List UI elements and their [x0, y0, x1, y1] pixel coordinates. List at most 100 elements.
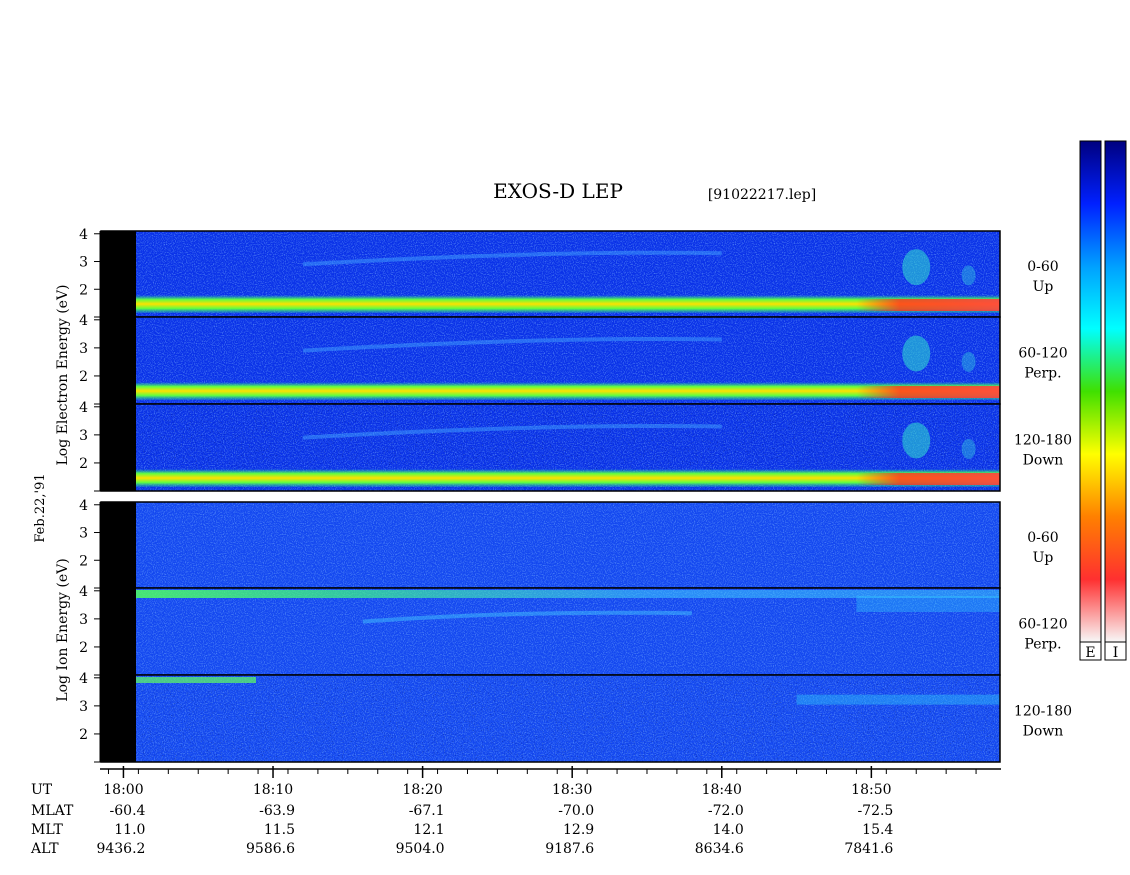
colorbar-label-box [1104, 641, 1127, 661]
ephemeris-value: -63.9 [259, 803, 295, 819]
faint-band [302, 336, 722, 353]
panel-frame [100, 674, 1001, 763]
ion-broad-band [856, 596, 1000, 612]
y-tick-label: 2 [79, 456, 88, 472]
ion-beam-line [136, 677, 256, 683]
y-tick-label: 3 [79, 612, 88, 628]
electron-energy-label: Log Electron Energy (eV) [55, 284, 71, 465]
ephemeris-value: 8634.6 [695, 841, 744, 857]
faint-band [302, 250, 722, 267]
pitch-angle-direction: Up [1033, 279, 1054, 295]
y-tick-label: 4 [79, 227, 88, 243]
y-tick-label: 2 [79, 640, 88, 656]
ion-panel-1 [100, 501, 1001, 589]
pitch-angle-direction: Down [1023, 453, 1064, 469]
y-tick-label: 2 [79, 282, 88, 298]
time-tick-label: 18:20 [402, 782, 442, 798]
pitch-angle-direction: Perp. [1024, 637, 1061, 653]
ephemeris-value: 11.0 [114, 822, 145, 838]
y-tick-label: 3 [79, 255, 88, 271]
data-gap [101, 675, 136, 762]
time-tick-label: 18:30 [552, 782, 592, 798]
y-tick-label: 3 [79, 699, 88, 715]
ephemeris-label: MLT [31, 822, 63, 838]
colorbar-i [1104, 140, 1127, 643]
colorbar-label-box [1079, 641, 1102, 661]
electron-panel-2 [100, 316, 1001, 405]
beam-intensification [856, 386, 1000, 398]
enhancement-blob [902, 249, 931, 286]
pitch-angle-labels: 0-60 Up 60-120 Perp. 120-180 Down 0-60 Up 60-120… [1014, 259, 1072, 740]
y-tick-label: 2 [79, 727, 88, 743]
electron-panel-3 [100, 403, 1001, 492]
y-tick-label: 3 [79, 341, 88, 357]
data-gap [101, 588, 136, 675]
ephemeris-value: 9187.6 [545, 841, 594, 857]
ephemeris-value: 12.9 [563, 822, 594, 838]
low-energy-beam [136, 382, 1000, 400]
faint-band [302, 423, 722, 440]
y-tick-label: 3 [79, 526, 88, 542]
y-tick-label: 2 [79, 369, 88, 385]
low-energy-beam [136, 295, 1000, 313]
ephemeris-value: 7841.6 [844, 841, 893, 857]
chart-title: EXOS-D LEP [493, 179, 623, 203]
ephemeris-value: -72.5 [857, 803, 893, 819]
panel-noise [136, 588, 1000, 675]
ephemeris-value: -60.4 [110, 803, 146, 819]
ephemeris-label: ALT [30, 841, 59, 857]
spectrogram-panels [100, 230, 1001, 763]
pitch-angle-range: 60-120 [1018, 346, 1067, 362]
data-gap [101, 502, 136, 588]
panel-noise [136, 502, 1000, 588]
panel-sparse-counts [136, 675, 1000, 762]
pitch-angle-range: 120-180 [1014, 433, 1072, 449]
y-tick-label: 4 [79, 313, 88, 329]
pitch-angle-range: 60-120 [1018, 617, 1067, 633]
time-tick-label: 18:50 [851, 782, 891, 798]
ephemeris-value: 14.0 [713, 822, 744, 838]
ephemeris-value: 9504.0 [396, 841, 445, 857]
panel-frame [100, 403, 1001, 492]
ephemeris-value: 15.4 [862, 822, 893, 838]
data-gap [101, 404, 136, 491]
enhancement-blob [902, 422, 931, 459]
y-tick-label: 3 [79, 428, 88, 444]
ephemeris-value: 11.5 [264, 822, 295, 838]
ion-band [796, 694, 1000, 705]
beam-intensification [856, 473, 1000, 485]
ephemeris-value: -70.0 [558, 803, 594, 819]
ephemeris-value: -72.0 [708, 803, 744, 819]
ephemeris-label: MLAT [31, 803, 74, 819]
data-gap [101, 231, 136, 317]
time-tick-label: 18:00 [103, 782, 143, 798]
data-gap [101, 317, 136, 404]
beam-intensification [856, 299, 1000, 311]
pitch-angle-direction: Perp. [1024, 366, 1061, 382]
ephemeris-table: MLAT -60.4 -63.9 -67.1 -70.0 -72.0 -72.5 MLT 11.… [30, 803, 893, 857]
enhancement-blob [961, 265, 976, 286]
y-tick-label: 4 [79, 584, 88, 600]
pitch-angle-direction: Up [1033, 550, 1054, 566]
enhancement-blob [902, 335, 931, 372]
file-label: [91022217.lep] [708, 187, 816, 203]
y-tick-label: 4 [79, 498, 88, 514]
ion-panel-3 [100, 674, 1001, 763]
ephemeris-value: 9436.2 [96, 841, 145, 857]
ion-beam-line [136, 590, 1000, 598]
colorbar-label: I [1113, 645, 1119, 661]
ut-label: UT [31, 782, 53, 798]
ephemeris-value: 12.1 [413, 822, 444, 838]
date-label: Feb.22,'91 [33, 473, 48, 542]
enhancement-blob [961, 438, 976, 459]
ephemeris-value: 9586.6 [246, 841, 295, 857]
energy-axes: 2 3 4 2 3 4 2 3 4 2 3 4 2 3 4 2 3 4 [79, 227, 101, 763]
y-tick-label: 4 [79, 400, 88, 416]
pitch-angle-range: 0-60 [1027, 530, 1058, 546]
colorbar-label: E [1085, 645, 1095, 661]
low-energy-beam [136, 469, 1000, 487]
enhancement-blob [961, 351, 976, 372]
y-tick-label: 4 [79, 671, 88, 687]
